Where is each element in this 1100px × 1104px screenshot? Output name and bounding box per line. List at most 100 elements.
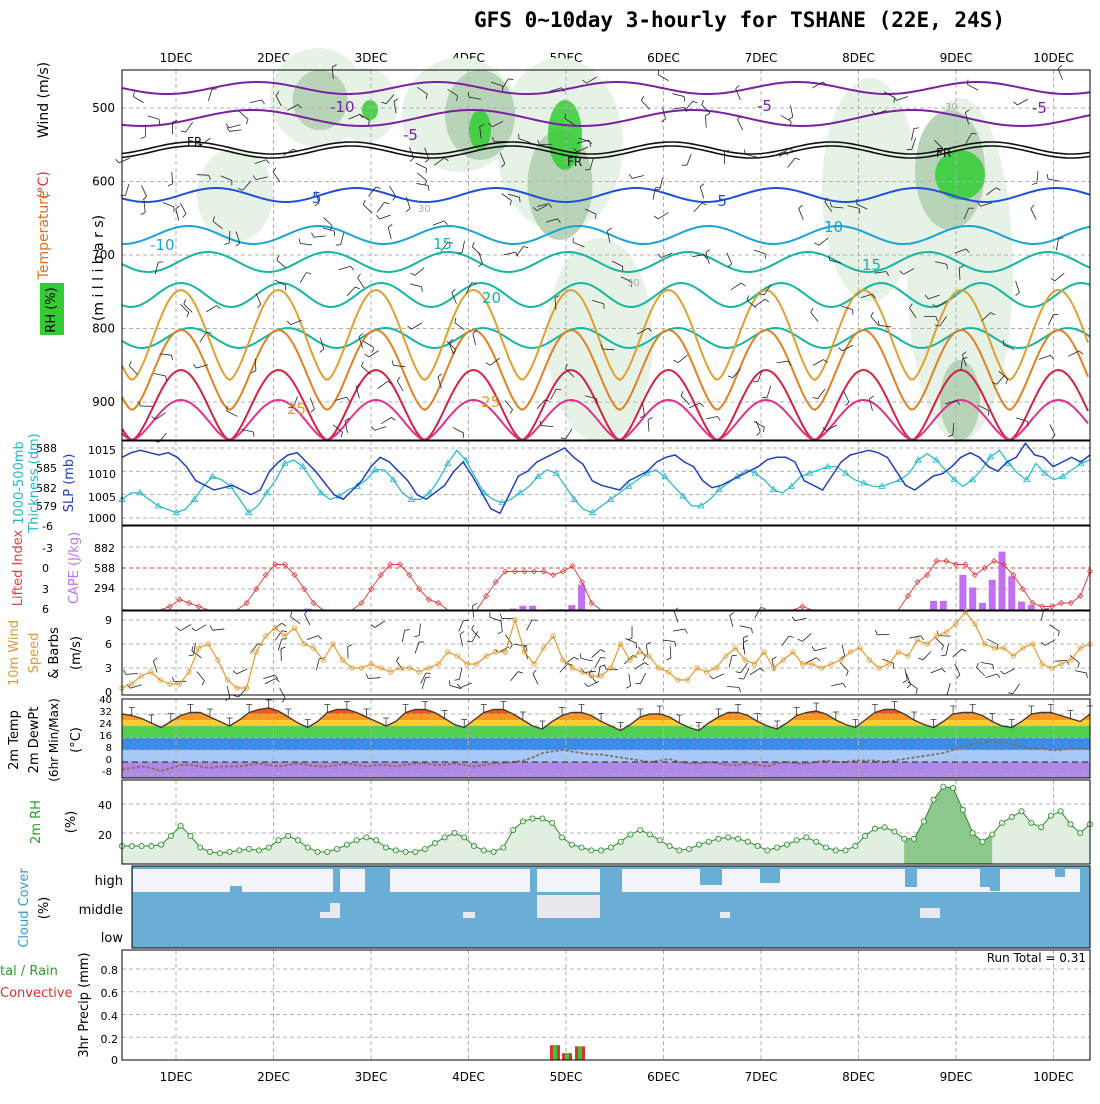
- rh-marker: [139, 843, 144, 848]
- temp-minmax-marker: [344, 702, 350, 710]
- slp-tick-label: 1000: [88, 512, 116, 525]
- rh-marker: [168, 833, 173, 838]
- rh-marker: [579, 845, 584, 850]
- rh-marker: [1019, 809, 1024, 814]
- rh-marker: [393, 848, 398, 853]
- temp-tick-label: 16: [99, 731, 112, 742]
- rh-marker: [872, 826, 877, 831]
- date-label-top: 9DEC: [940, 51, 973, 65]
- slp-tick-label: 1010: [88, 468, 116, 481]
- date-label-bottom: 5DEC: [550, 1070, 583, 1084]
- rh-marker: [325, 849, 330, 854]
- rh-marker: [716, 836, 721, 841]
- wind-tick-label: 3: [105, 662, 112, 675]
- rh-marker: [638, 828, 643, 833]
- temp2m-axis-label: 2m Temp: [7, 710, 22, 770]
- wind-barb-10m: [916, 689, 917, 694]
- precip-total-label: tal / Rain: [0, 964, 58, 979]
- li-tick-label: -6: [42, 520, 53, 533]
- thickness-axis-label: 1000-500mb: [12, 441, 27, 525]
- wind-barb: [1058, 65, 1062, 68]
- precip-tick-label: 0.4: [101, 1010, 119, 1023]
- wind-barb-10m: [366, 674, 368, 678]
- wind-barb-10m: [581, 658, 593, 661]
- wind-barb-10m: [626, 686, 630, 688]
- temp-minmax-marker: [891, 702, 897, 710]
- cloud-level-label: high: [95, 874, 123, 889]
- wind-barb-10m: [812, 647, 815, 651]
- slp-tick-label: 1005: [88, 491, 116, 504]
- wind-barb-10m: [192, 628, 196, 631]
- wind-barb-10m: [744, 636, 749, 638]
- wind-barb-10m: [280, 688, 286, 699]
- precip-tick-label: 0.2: [101, 1033, 119, 1046]
- wind-barb-10m: [419, 624, 420, 636]
- date-label-bottom: 10DEC: [1033, 1070, 1073, 1084]
- wind-barb-10m: [588, 681, 599, 686]
- rh-marker: [687, 846, 692, 851]
- wind-tick-label: 9: [105, 614, 112, 627]
- wind-barb-10m: [457, 684, 461, 688]
- rh-marker: [217, 851, 222, 856]
- chart-title: GFS 0~10day 3-hourly for TSHANE (22E, 24…: [474, 8, 1005, 32]
- cloud-high-block: [600, 869, 622, 894]
- precip-convective-label: Convective: [0, 986, 73, 1001]
- precip-bar-total: [578, 1046, 582, 1060]
- wind-barb-10m: [923, 651, 931, 660]
- wind-barb-10m: [472, 625, 474, 630]
- rh-marker: [569, 842, 574, 847]
- rh-marker: [266, 845, 271, 850]
- cape-bar: [979, 603, 986, 610]
- wind-barb: [463, 433, 464, 438]
- wind-speed-line: [122, 612, 1090, 688]
- rh-marker: [863, 833, 868, 838]
- wind-barb-10m: [348, 645, 353, 647]
- temp-tick-label: -8: [102, 767, 112, 778]
- wind-barb-10m: [674, 611, 678, 622]
- wind-barb-10m: [210, 626, 212, 630]
- temp-minmax-marker: [579, 705, 585, 713]
- temp-color-band: [122, 714, 1090, 720]
- temp-color-band: [122, 738, 1090, 750]
- temp-tick-label: 24: [99, 719, 112, 730]
- dewpt2m-axis-label: 2m DewPt: [27, 707, 42, 774]
- date-label-top: 3DEC: [355, 51, 388, 65]
- cloud-gap-high: [622, 869, 1080, 892]
- wind-barb-10m: [237, 669, 248, 674]
- rh-marker: [843, 848, 848, 853]
- rh-marker: [951, 785, 956, 790]
- wind-barb-10m: [993, 664, 994, 669]
- wind-barb-10m: [202, 681, 204, 685]
- wind-barb-10m: [318, 636, 321, 640]
- precip-tick-label: 0: [111, 1054, 118, 1067]
- rh-marker: [628, 832, 633, 837]
- wind-barb-10m: [172, 677, 174, 682]
- rh-marker: [1078, 830, 1083, 835]
- contour-label: -5: [403, 126, 418, 144]
- rh-marker: [814, 839, 819, 844]
- cloud-high-block: [230, 886, 242, 892]
- wind-barb-10m: [946, 643, 949, 655]
- cape-bar: [578, 585, 585, 610]
- cloud-mid-block: [920, 908, 940, 918]
- wind-barb-10m: [212, 629, 224, 630]
- wind-barb-10m: [518, 672, 523, 674]
- rh-marker: [941, 784, 946, 789]
- cloud-level-label: middle: [79, 903, 123, 918]
- date-label-top: 10DEC: [1033, 51, 1073, 65]
- wind-barb-10m: [840, 662, 848, 671]
- wind-barb-10m: [962, 649, 966, 651]
- wind-barb-10m: [461, 683, 472, 688]
- rh-marker: [462, 835, 467, 840]
- wind-barb-10m: [713, 674, 724, 679]
- wind-barb-10m: [903, 680, 907, 683]
- precip-bar-total: [565, 1053, 569, 1060]
- precip-tick-label: 0.6: [101, 987, 119, 1000]
- contour-label: -5: [712, 192, 727, 210]
- wind-barb-10m: [514, 644, 526, 646]
- temp-tick-label: 32: [99, 707, 112, 718]
- slp-axis-label: SLP (mb): [62, 454, 77, 513]
- wind-barb: [334, 231, 335, 236]
- rh-marker: [775, 845, 780, 850]
- rh-marker: [491, 849, 496, 854]
